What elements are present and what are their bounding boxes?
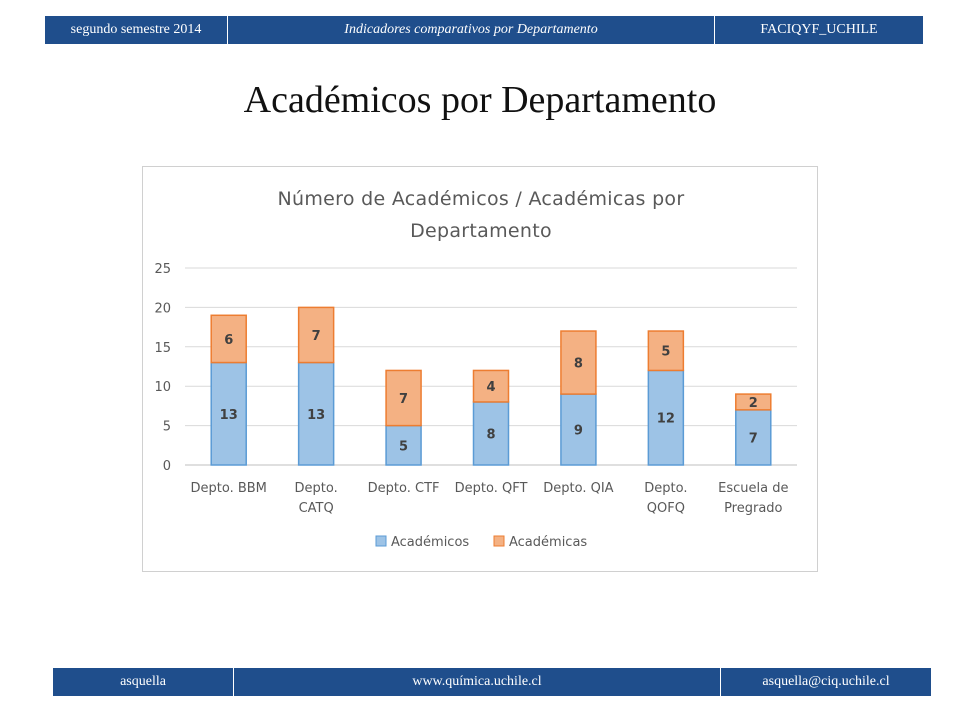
header-semester: segundo semestre 2014 [45,16,228,44]
footer-email[interactable]: asquella@ciq.uchile.cl [762,674,890,689]
data-label: 5 [661,345,670,360]
header-band: segundo semestre 2014 Indicadores compar… [44,15,924,45]
data-label: 4 [486,380,495,395]
bar-academicos [297,361,335,466]
data-label: 6 [224,333,233,348]
legend-label-academicas: Académicas [509,535,587,550]
bar-academicas [647,330,685,372]
bar-academicas [385,369,422,427]
y-tick-label: 10 [154,380,171,395]
data-label: 13 [307,408,325,423]
data-label: 5 [399,439,408,454]
bar-academicas [560,330,597,395]
data-label: 7 [312,329,321,344]
bar-academicos [472,401,510,466]
category-label: Depto. [644,481,687,496]
legend-swatch-academicos [375,535,387,547]
category-label: QOFQ [647,501,685,516]
y-tick-label: 5 [163,420,171,435]
bar-academicas [735,393,772,411]
y-tick-label: 25 [154,262,171,277]
bar-academicas [297,306,335,364]
y-tick-label: 20 [154,301,171,316]
footer-band: asquella www.química.uchile.cl asquella@… [52,667,932,697]
bar-academicos [385,424,422,466]
category-label: Depto. CTF [368,481,440,496]
bar-academicas [210,314,247,364]
legend-label-academicos: Académicos [391,535,469,550]
category-label: Depto. QFT [455,481,528,496]
chart-title-line: Departamento [410,220,552,242]
data-label: 2 [749,396,758,411]
category-label: Pregrado [724,501,782,516]
data-label: 12 [657,412,675,427]
stacked-bar-chart: Número de Académicos / Académicas por Dep… [154,188,797,550]
y-tick-label: 0 [163,459,171,474]
category-label: Depto. BBM [191,481,267,496]
chart-title-line: Número de Académicos / Académicas por [278,188,685,210]
data-label: 8 [486,427,495,442]
data-label: 7 [399,392,408,407]
data-label: 8 [574,357,583,372]
bar-academicas [472,369,510,403]
legend-swatch-academicas [493,535,505,547]
header-subject: Indicadores comparativos por Departament… [228,16,715,44]
y-tick-label: 15 [154,341,171,356]
bar-academicos [647,369,685,466]
footer-author: asquella [53,668,234,696]
category-label: Escuela de [718,481,788,496]
footer-website[interactable]: www.química.uchile.cl [234,668,721,696]
category-label: CATQ [299,501,334,516]
category-label: Depto. QIA [543,481,613,496]
category-label: Depto. [295,481,338,496]
data-label: 13 [220,408,238,423]
data-label: 9 [574,424,583,439]
chart-frame: Número de Académicos / Académicas por Dep… [142,166,818,572]
header-faculty: FACIQYF_UCHILE [760,22,878,37]
data-label: 7 [749,431,758,446]
bar-academicos [735,409,772,466]
page-title: Académicos por Departamento [243,79,717,121]
